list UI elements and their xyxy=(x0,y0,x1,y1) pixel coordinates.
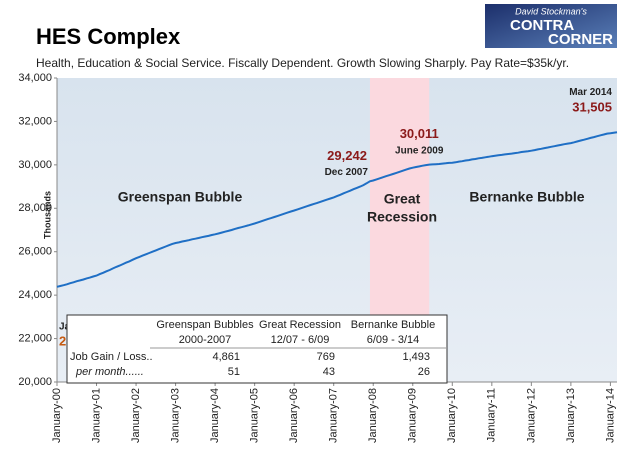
annotation-date: Mar 2014 xyxy=(569,87,612,98)
y-tick-label: 24,000 xyxy=(18,289,52,301)
x-tick-label: January-09 xyxy=(407,388,419,443)
y-tick-label: 22,000 xyxy=(18,332,52,344)
table-row-label: per month...... xyxy=(75,366,144,378)
table-period: 12/07 - 6/09 xyxy=(271,334,330,346)
table-cell: 43 xyxy=(323,366,335,378)
y-tick-label: 26,000 xyxy=(18,246,52,258)
annotation-date: Dec 2007 xyxy=(325,167,369,178)
region-label: Greenspan Bubble xyxy=(118,189,243,205)
x-tick-label: January-11 xyxy=(486,388,498,442)
table-header: Greenspan Bubbles xyxy=(156,319,254,331)
x-tick-label: January-02 xyxy=(130,388,142,443)
y-tick-label: 28,000 xyxy=(18,202,52,214)
logo-right: CORNER xyxy=(548,31,613,48)
x-tick-label: January-08 xyxy=(367,388,379,443)
chart-subtitle: Health, Education & Social Service. Fisc… xyxy=(36,56,569,70)
table-cell: 26 xyxy=(418,366,430,378)
y-tick-label: 34,000 xyxy=(18,72,52,84)
y-tick-label: 20,000 xyxy=(18,376,52,388)
logo-top: David Stockman's xyxy=(515,6,587,16)
x-tick-label: January-01 xyxy=(90,388,102,443)
annotation-value: 30,011 xyxy=(400,126,439,141)
x-tick-label: January-00 xyxy=(51,388,63,443)
region-label: Bernanke Bubble xyxy=(469,189,584,205)
chart-title: HES Complex xyxy=(36,24,181,49)
y-tick-label: 32,000 xyxy=(18,115,52,127)
x-tick-label: January-07 xyxy=(328,388,340,443)
table-row-label: Job Gain / Loss.. xyxy=(70,351,153,363)
x-tick-label: January-10 xyxy=(446,388,458,443)
annotation-value: 29,242 xyxy=(327,148,367,163)
table-cell: 51 xyxy=(228,366,240,378)
table-cell: 1,493 xyxy=(402,351,430,363)
x-tick-label: January-03 xyxy=(169,388,181,443)
logo-left: CONTRA xyxy=(510,17,574,34)
y-tick-label: 30,000 xyxy=(18,159,52,171)
annotation-value: 31,505 xyxy=(572,100,612,115)
x-tick-label: January-12 xyxy=(525,388,537,443)
table-cell: 769 xyxy=(317,351,335,363)
x-tick-label: January-05 xyxy=(249,388,261,443)
x-tick-label: January-06 xyxy=(288,388,300,443)
logo xyxy=(485,4,617,48)
table-cell: 4,861 xyxy=(212,351,240,363)
y-axis-label: Thousands xyxy=(42,191,52,239)
table-header: Bernanke Bubble xyxy=(351,319,435,331)
region-label: Recession xyxy=(367,209,437,225)
x-tick-label: January-04 xyxy=(209,388,221,443)
annotation-date: June 2009 xyxy=(395,145,444,156)
table-box xyxy=(66,314,448,384)
x-tick-label: January-14 xyxy=(604,388,616,443)
table-period: 6/09 - 3/14 xyxy=(367,334,420,346)
x-tick-label: January-13 xyxy=(565,388,577,443)
table-period: 2000-2007 xyxy=(179,334,232,346)
region-label: Great xyxy=(384,191,421,207)
line xyxy=(56,131,618,288)
table-header: Great Recession xyxy=(259,319,341,331)
